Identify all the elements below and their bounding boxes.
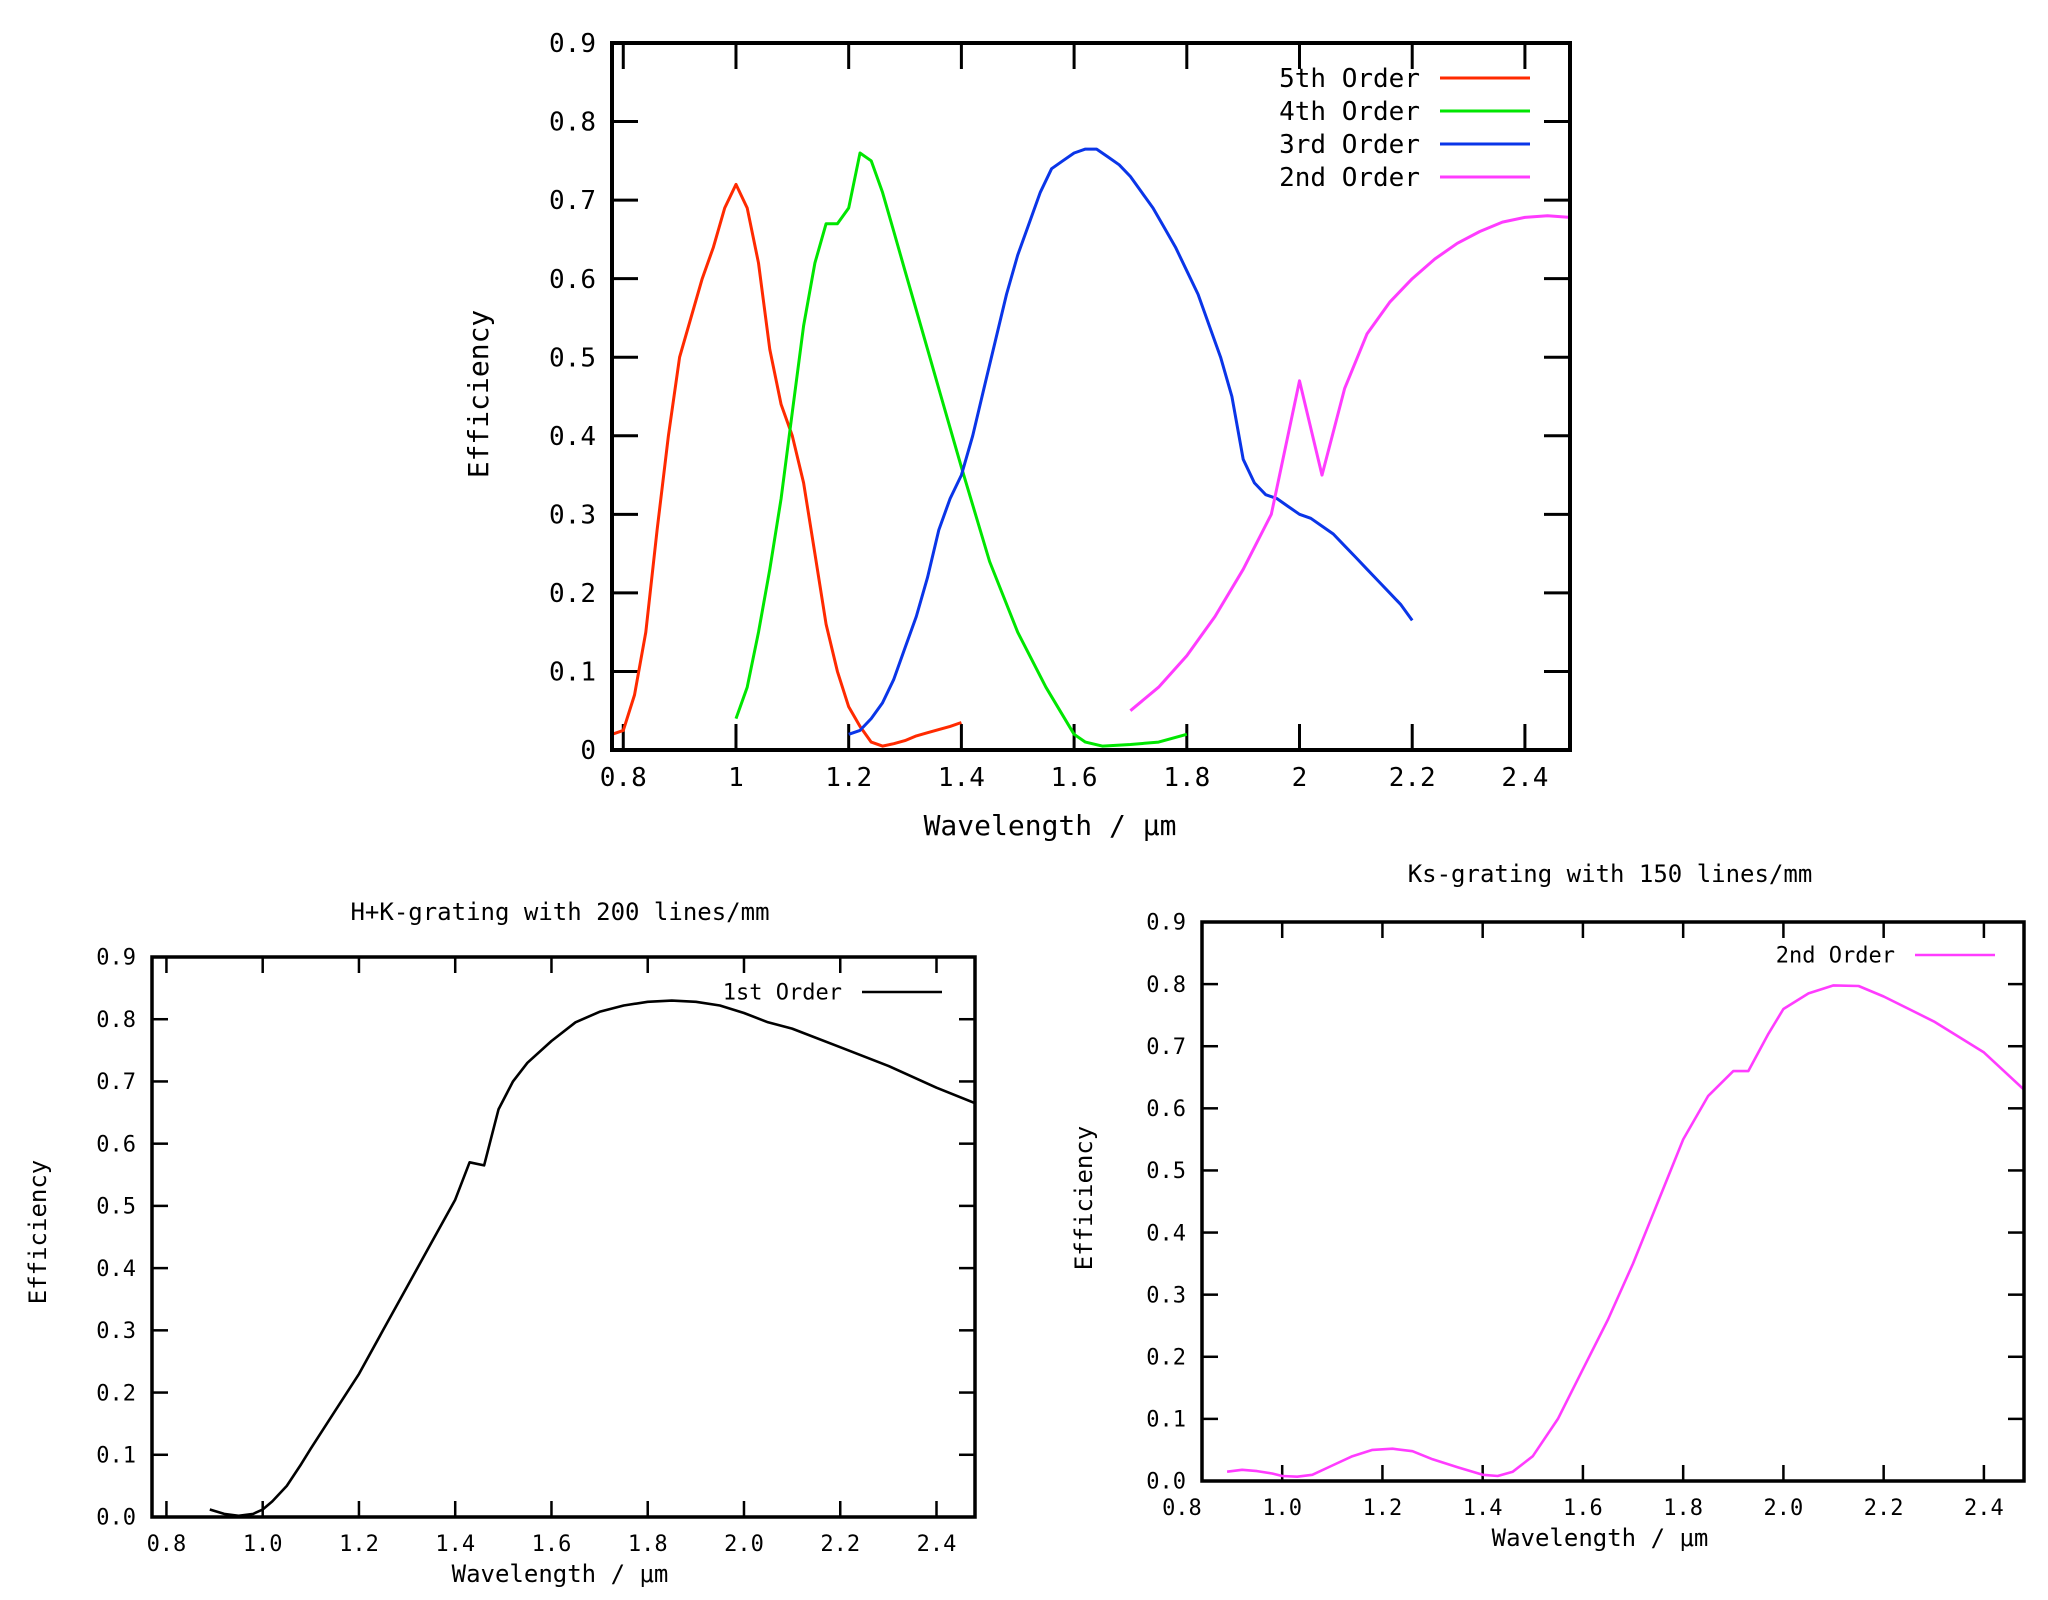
x-tick-label: 1.4 bbox=[435, 1532, 475, 1557]
legend-label: 4th Order bbox=[1279, 97, 1420, 127]
y-tick-label: 0.6 bbox=[1146, 1097, 1186, 1122]
y-tick-label: 0.2 bbox=[549, 579, 596, 609]
x-tick-label: 2.2 bbox=[1864, 1496, 1904, 1521]
x-tick-label: 2.0 bbox=[724, 1532, 764, 1557]
x-tick-label: 1.2 bbox=[339, 1532, 379, 1557]
series-line-5th-order bbox=[612, 182, 962, 748]
legend-label: 2nd Order bbox=[1279, 163, 1420, 193]
y-tick-label: 0.2 bbox=[96, 1381, 136, 1406]
chart-title: Ks-grating with 150 lines/mm bbox=[1408, 860, 1813, 888]
y-tick-label: 0.3 bbox=[549, 500, 596, 530]
x-tick-label: 2.2 bbox=[820, 1532, 860, 1557]
x-tick-label: 0.8 bbox=[600, 763, 647, 793]
x-tick-label: 2.4 bbox=[1501, 763, 1548, 793]
y-tick-label: 0.5 bbox=[1146, 1159, 1186, 1184]
y-axis-label: Efficiency bbox=[462, 310, 495, 479]
y-tick-label: 0.4 bbox=[96, 1257, 136, 1282]
y-tick-label: 0.4 bbox=[1146, 1221, 1186, 1246]
x-tick-label: 2.4 bbox=[1964, 1496, 2004, 1521]
y-tick-label: 0.4 bbox=[549, 422, 596, 452]
x-axis-label: Wavelength / μm bbox=[924, 809, 1177, 842]
y-tick-label: 0.9 bbox=[549, 29, 596, 59]
y-axis-label: Efficiency bbox=[24, 1160, 52, 1305]
legend-label: 5th Order bbox=[1279, 64, 1420, 94]
x-tick-label: 1.2 bbox=[825, 763, 872, 793]
series-line-3rd-order bbox=[848, 147, 1414, 736]
y-tick-label: 0.3 bbox=[96, 1319, 136, 1344]
y-tick-label: 0 bbox=[580, 736, 596, 766]
y-tick-label: 0.9 bbox=[1146, 911, 1186, 936]
x-tick-label: 1.6 bbox=[1563, 1496, 1603, 1521]
x-tick-label: 0.8 bbox=[1162, 1496, 1202, 1521]
x-tick-label: 1.2 bbox=[1363, 1496, 1403, 1521]
y-tick-label: 0.7 bbox=[549, 186, 596, 216]
plot-frame bbox=[1200, 920, 2026, 1483]
x-tick-label: 2.2 bbox=[1389, 763, 1436, 793]
y-tick-label: 0.5 bbox=[96, 1195, 136, 1220]
y-tick-label: 0.6 bbox=[96, 1132, 136, 1157]
y-tick-label: 0.1 bbox=[1146, 1408, 1186, 1433]
x-axis-label: Wavelength / μm bbox=[1492, 1524, 1709, 1552]
x-tick-label: 1.0 bbox=[1262, 1496, 1302, 1521]
plot-frame bbox=[150, 955, 977, 1519]
series-line-1st-order bbox=[209, 999, 975, 1517]
y-tick-label: 0.7 bbox=[1146, 1035, 1186, 1060]
x-tick-label: 0.8 bbox=[147, 1532, 187, 1557]
x-tick-label: 1.6 bbox=[1051, 763, 1098, 793]
x-tick-label: 2 bbox=[1292, 763, 1308, 793]
x-tick-label: 1 bbox=[728, 763, 744, 793]
series-line-4th-order bbox=[734, 151, 1188, 748]
chart-hk-grating: H+K-grating with 200 lines/mm Efficiency… bbox=[24, 898, 977, 1588]
legend-label: 3rd Order bbox=[1279, 130, 1420, 160]
chart-title: H+K-grating with 200 lines/mm bbox=[350, 898, 769, 926]
y-tick-label: 0.9 bbox=[96, 946, 136, 971]
x-tick-label: 1.4 bbox=[1463, 1496, 1503, 1521]
x-tick-label: 1.8 bbox=[1163, 763, 1210, 793]
x-axis-label: Wavelength / μm bbox=[452, 1560, 669, 1588]
series-line-2nd-order bbox=[1226, 984, 2024, 1478]
y-tick-label: 0.0 bbox=[1146, 1470, 1186, 1495]
y-tick-label: 0.2 bbox=[1146, 1345, 1186, 1370]
x-tick-label: 1.8 bbox=[628, 1532, 668, 1557]
y-tick-label: 0.8 bbox=[96, 1008, 136, 1033]
x-tick-label: 1.0 bbox=[243, 1532, 283, 1557]
y-tick-label: 0.8 bbox=[1146, 973, 1186, 998]
y-tick-label: 0.7 bbox=[96, 1070, 136, 1095]
plot-frame bbox=[610, 41, 1572, 752]
x-tick-label: 2.4 bbox=[917, 1532, 957, 1557]
y-axis-label: Efficiency bbox=[1070, 1126, 1098, 1271]
legend-label: 2nd Order bbox=[1776, 944, 1895, 969]
series-line-2nd-order bbox=[1129, 214, 1570, 712]
x-tick-label: 1.4 bbox=[938, 763, 985, 793]
y-tick-label: 0.6 bbox=[549, 265, 596, 295]
y-tick-label: 0.5 bbox=[549, 343, 596, 373]
chart-ks-grating: Ks-grating with 150 lines/mm Efficiency … bbox=[1070, 860, 2026, 1552]
y-tick-label: 0.1 bbox=[96, 1443, 136, 1468]
x-tick-label: 1.8 bbox=[1663, 1496, 1703, 1521]
y-tick-label: 0.8 bbox=[549, 108, 596, 138]
x-tick-label: 2.0 bbox=[1764, 1496, 1804, 1521]
y-tick-label: 0.1 bbox=[549, 658, 596, 688]
chart-order-efficiency: Efficiency Wavelength / μm 0 0.1 0.2 0.3 0.4… bbox=[462, 29, 1572, 842]
x-tick-label: 1.6 bbox=[532, 1532, 572, 1557]
y-tick-label: 0.0 bbox=[96, 1506, 136, 1531]
legend-label: 1st Order bbox=[723, 981, 842, 1006]
y-tick-label: 0.3 bbox=[1146, 1283, 1186, 1308]
